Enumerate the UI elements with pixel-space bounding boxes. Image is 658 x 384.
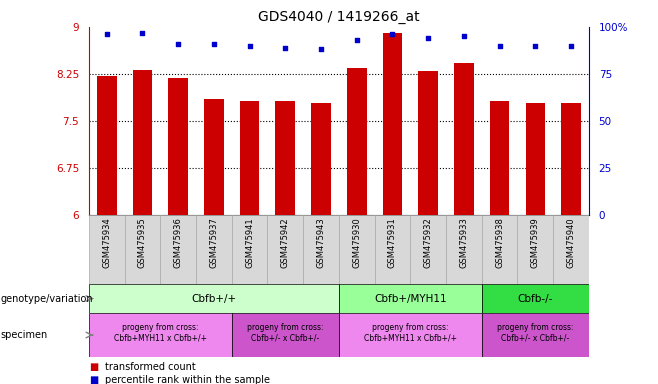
Point bbox=[423, 35, 434, 41]
Text: GSM475939: GSM475939 bbox=[531, 217, 540, 268]
Text: GSM475936: GSM475936 bbox=[174, 217, 183, 268]
Bar bbox=[232, 313, 339, 357]
Text: GSM475938: GSM475938 bbox=[495, 217, 504, 268]
Point bbox=[101, 31, 112, 38]
Text: Cbfb+/MYH11: Cbfb+/MYH11 bbox=[374, 293, 447, 304]
Text: progeny from cross:
Cbfb+/- x Cbfb+/-: progeny from cross: Cbfb+/- x Cbfb+/- bbox=[497, 323, 574, 343]
Text: ■: ■ bbox=[89, 375, 98, 384]
Bar bbox=[89, 215, 124, 284]
Bar bbox=[339, 215, 374, 284]
Text: transformed count: transformed count bbox=[105, 362, 196, 372]
Bar bbox=[133, 70, 152, 215]
Text: GSM475935: GSM475935 bbox=[138, 217, 147, 268]
Text: progeny from cross:
Cbfb+/- x Cbfb+/-: progeny from cross: Cbfb+/- x Cbfb+/- bbox=[247, 323, 324, 343]
Bar bbox=[204, 99, 224, 215]
Bar bbox=[161, 215, 196, 284]
Point bbox=[351, 37, 362, 43]
Point bbox=[316, 46, 326, 53]
Text: specimen: specimen bbox=[1, 330, 48, 340]
Bar bbox=[303, 215, 339, 284]
Text: ■: ■ bbox=[89, 362, 98, 372]
Text: GSM475942: GSM475942 bbox=[281, 217, 290, 268]
Text: GSM475932: GSM475932 bbox=[424, 217, 433, 268]
Text: genotype/variation: genotype/variation bbox=[1, 293, 93, 304]
Point bbox=[209, 41, 219, 47]
Bar bbox=[347, 68, 367, 215]
Point bbox=[494, 43, 505, 49]
Point bbox=[459, 33, 469, 40]
Point bbox=[137, 30, 147, 36]
Bar bbox=[561, 103, 581, 215]
Text: GSM475937: GSM475937 bbox=[209, 217, 218, 268]
Bar bbox=[418, 71, 438, 215]
Bar bbox=[89, 313, 232, 357]
Bar bbox=[482, 284, 589, 313]
Text: progeny from cross:
Cbfb+MYH11 x Cbfb+/+: progeny from cross: Cbfb+MYH11 x Cbfb+/+ bbox=[114, 323, 207, 343]
Point bbox=[387, 31, 397, 38]
Bar bbox=[97, 76, 116, 215]
Text: Cbfb+/+: Cbfb+/+ bbox=[191, 293, 236, 304]
Bar bbox=[89, 284, 339, 313]
Bar bbox=[339, 284, 482, 313]
Bar bbox=[454, 63, 474, 215]
Bar bbox=[232, 215, 267, 284]
Text: GSM475943: GSM475943 bbox=[316, 217, 326, 268]
Text: GSM475933: GSM475933 bbox=[459, 217, 468, 268]
Bar bbox=[339, 313, 482, 357]
Point bbox=[566, 43, 576, 49]
Text: GSM475931: GSM475931 bbox=[388, 217, 397, 268]
Text: Cbfb-/-: Cbfb-/- bbox=[518, 293, 553, 304]
Point bbox=[173, 41, 184, 47]
Bar bbox=[490, 101, 509, 215]
Point bbox=[530, 43, 541, 49]
Bar bbox=[382, 33, 402, 215]
Bar bbox=[311, 103, 331, 215]
Bar bbox=[168, 78, 188, 215]
Bar bbox=[446, 215, 482, 284]
Text: GSM475940: GSM475940 bbox=[567, 217, 576, 268]
Bar bbox=[124, 215, 161, 284]
Bar bbox=[196, 215, 232, 284]
Bar bbox=[267, 215, 303, 284]
Bar bbox=[374, 215, 411, 284]
Text: GSM475941: GSM475941 bbox=[245, 217, 254, 268]
Point bbox=[280, 45, 291, 51]
Bar bbox=[517, 215, 553, 284]
Text: percentile rank within the sample: percentile rank within the sample bbox=[105, 375, 270, 384]
Bar bbox=[482, 313, 589, 357]
Text: progeny from cross:
Cbfb+MYH11 x Cbfb+/+: progeny from cross: Cbfb+MYH11 x Cbfb+/+ bbox=[364, 323, 457, 343]
Point bbox=[244, 43, 255, 49]
Bar bbox=[240, 101, 259, 215]
Bar bbox=[411, 215, 446, 284]
Bar bbox=[276, 101, 295, 215]
Bar bbox=[553, 215, 589, 284]
Bar bbox=[526, 103, 545, 215]
Text: GSM475930: GSM475930 bbox=[352, 217, 361, 268]
Text: GSM475934: GSM475934 bbox=[102, 217, 111, 268]
Bar bbox=[482, 215, 517, 284]
Title: GDS4040 / 1419266_at: GDS4040 / 1419266_at bbox=[258, 10, 420, 25]
